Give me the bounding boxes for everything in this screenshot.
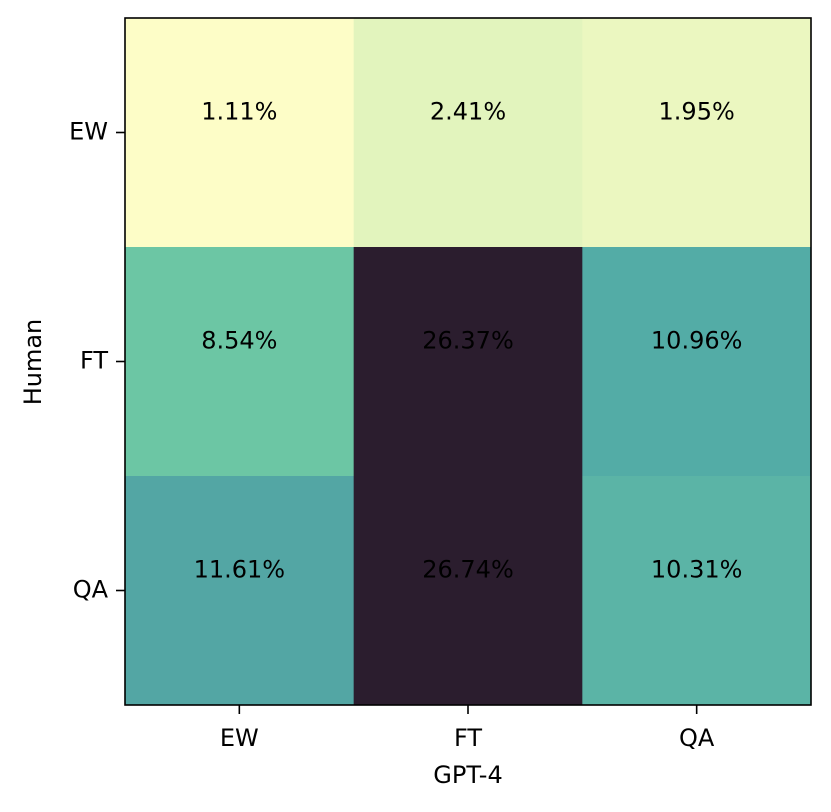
heatmap-cell-qa-ft <box>353 476 583 706</box>
cell-value-label: 26.37% <box>422 327 514 355</box>
y-axis-label: Human <box>19 319 47 406</box>
y-tick-label: EW <box>69 118 108 146</box>
x-axis-ticks: EW FT QA <box>220 705 715 752</box>
cell-value-label: 10.31% <box>651 556 743 584</box>
x-tick-label: QA <box>679 724 715 752</box>
y-axis-ticks: EW FT QA <box>69 118 125 604</box>
heatmap-cell-qa-qa <box>582 476 812 706</box>
cell-value-label: 26.74% <box>422 556 514 584</box>
cell-value-label: 1.11% <box>201 98 277 126</box>
heatmap-cell-ft-qa <box>582 247 812 477</box>
heatmap-cell-ft-ft <box>353 247 583 477</box>
x-axis-label: GPT-4 <box>433 761 502 789</box>
cell-value-label: 8.54% <box>201 327 277 355</box>
x-tick-label: EW <box>220 724 259 752</box>
heatmap-cell-ft-ew <box>125 247 355 477</box>
cell-value-label: 1.95% <box>659 98 735 126</box>
heatmap-cell-ew-qa <box>582 18 812 248</box>
cell-value-label: 2.41% <box>430 98 506 126</box>
cell-value-label: 11.61% <box>194 556 286 584</box>
heatmap-cell-ew-ew <box>125 18 355 248</box>
heatmap-cell-ew-ft <box>353 18 583 248</box>
heatmap-cells <box>125 18 812 706</box>
y-tick-label: FT <box>80 347 108 375</box>
x-tick-label: FT <box>454 724 482 752</box>
heatmap-cell-labels: 1.11% 2.41% 1.95% 8.54% 26.37% 10.96% 11.61% 26… <box>194 98 743 584</box>
cell-value-label: 10.96% <box>651 327 743 355</box>
heatmap-cell-qa-ew <box>125 476 355 706</box>
y-tick-label: QA <box>73 576 109 604</box>
